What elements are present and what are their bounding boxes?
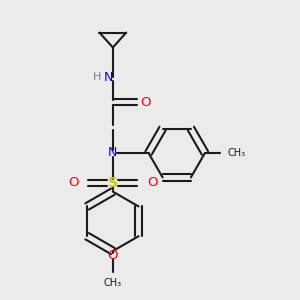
Text: N: N xyxy=(108,146,118,160)
Text: CH₃: CH₃ xyxy=(227,148,245,158)
Text: S: S xyxy=(108,176,118,190)
Text: O: O xyxy=(140,96,151,109)
Text: N: N xyxy=(104,71,113,84)
Text: O: O xyxy=(147,176,157,189)
Text: O: O xyxy=(108,249,118,262)
Text: H: H xyxy=(93,72,101,82)
Text: CH₃: CH₃ xyxy=(104,278,122,288)
Text: O: O xyxy=(68,176,79,189)
